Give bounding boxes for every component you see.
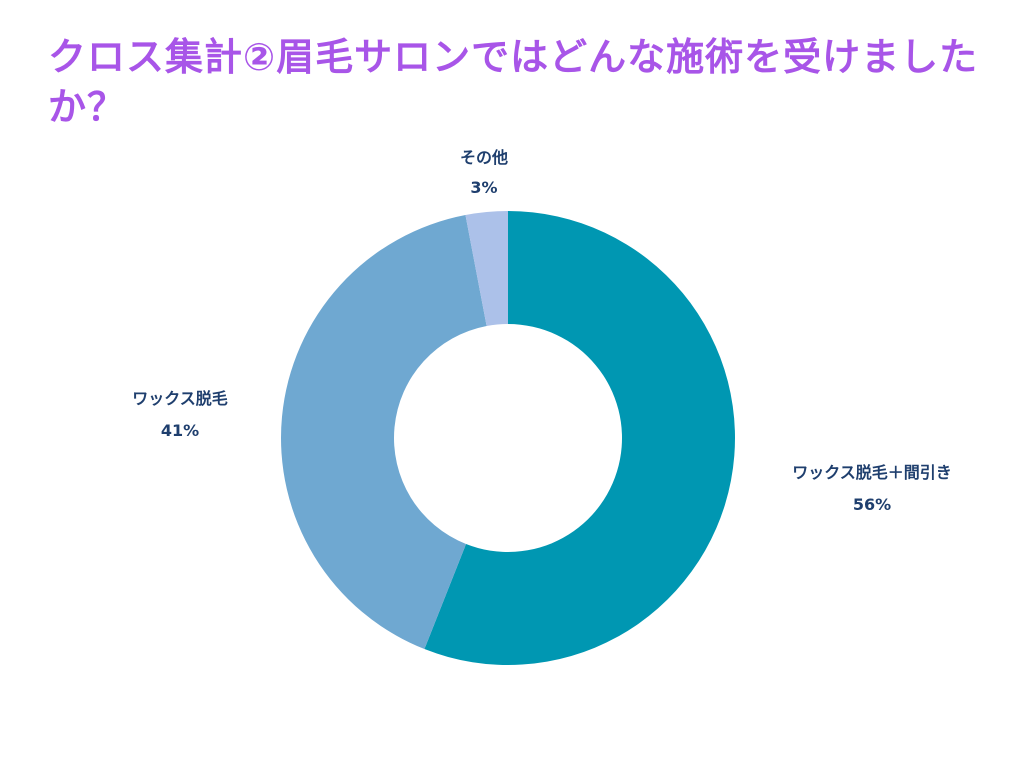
- chart-title: クロス集計②眉毛サロンではどんな施術を受けましたか？: [48, 35, 979, 129]
- slice-value-label: 56%: [853, 495, 891, 514]
- donut-slices: [281, 211, 736, 665]
- slice-label: ワックス脱毛: [132, 389, 228, 408]
- donut-slice: [424, 211, 736, 665]
- donut-slice: [281, 215, 487, 650]
- donut-slice: [465, 211, 508, 327]
- slice-value-label: 41%: [161, 421, 199, 440]
- slice-value-label: 3%: [470, 178, 497, 197]
- slice-label: その他: [460, 148, 508, 167]
- slice-label: ワックス脱毛＋間引き: [792, 463, 952, 482]
- slice-labels: ワックス脱毛＋間引き 56% ワックス脱毛 41% その他 3%: [132, 148, 952, 514]
